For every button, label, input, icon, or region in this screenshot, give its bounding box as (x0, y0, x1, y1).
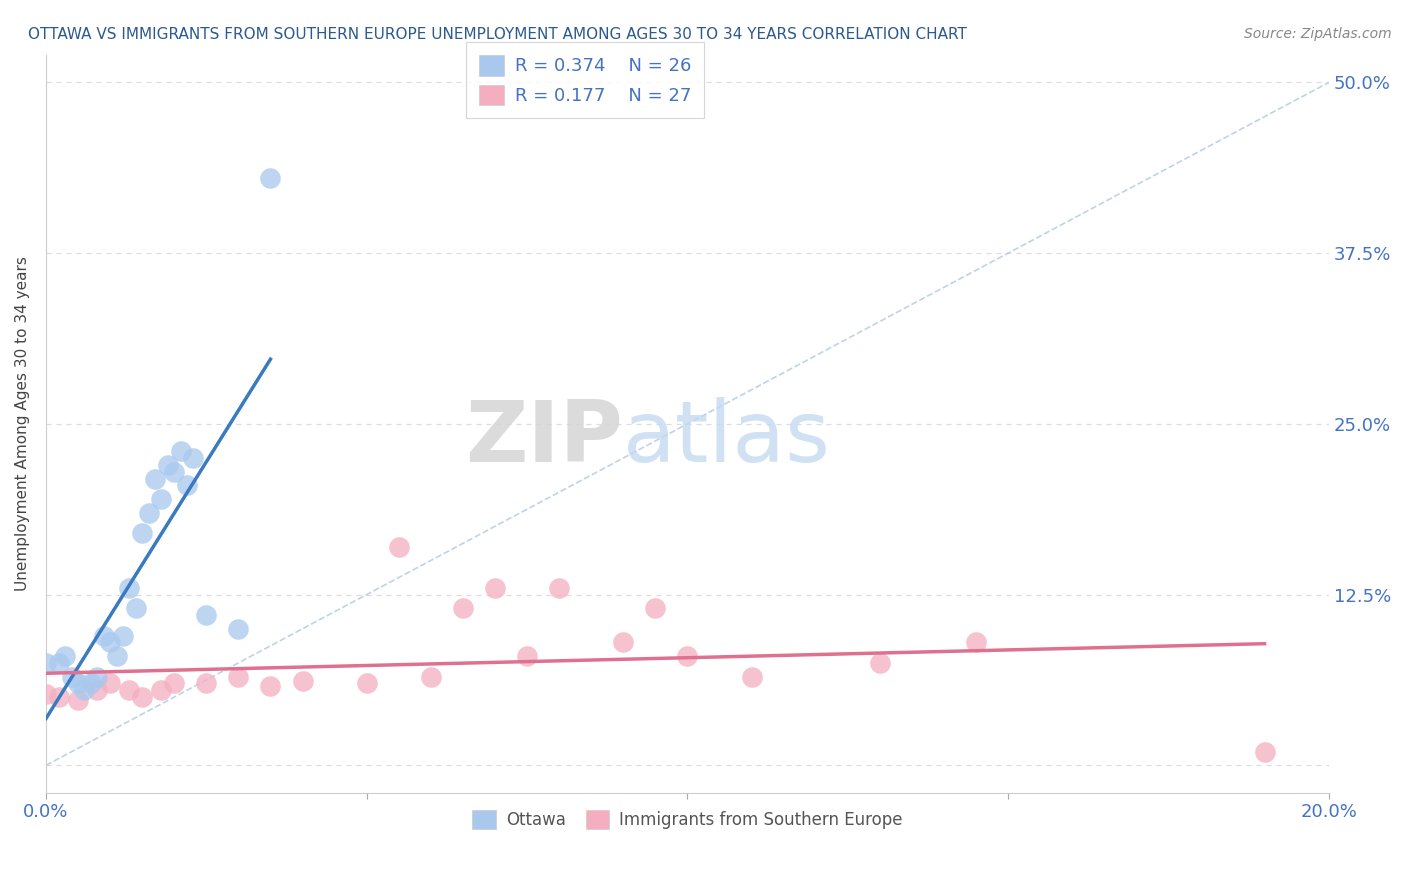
Point (965, 635, 987, 649)
Point (98, 635, 121, 649)
Point (516, 649, 538, 664)
Point (156, 458, 179, 472)
Point (35, 656, 58, 670)
Point (644, 601, 666, 615)
Point (118, 683, 141, 698)
Text: ZIP: ZIP (465, 397, 623, 480)
Point (67, 676, 90, 690)
Point (48, 690, 70, 704)
Point (259, 171, 281, 186)
Point (35, 687, 58, 701)
Point (150, 683, 173, 698)
Point (67, 693, 90, 707)
Point (356, 676, 378, 690)
Point (86, 683, 108, 698)
Point (163, 676, 186, 690)
Point (118, 581, 141, 595)
Point (48, 656, 70, 670)
Text: Source: ZipAtlas.com: Source: ZipAtlas.com (1244, 27, 1392, 41)
Point (228, 622, 250, 636)
Legend: Ottawa, Immigrants from Southern Europe: Ottawa, Immigrants from Southern Europe (465, 804, 910, 836)
Point (195, 608, 218, 623)
Point (73, 683, 96, 698)
Point (451, 601, 474, 615)
Point (259, 679, 281, 693)
Point (388, 540, 411, 554)
Text: atlas: atlas (623, 397, 831, 480)
Point (60, 669, 83, 683)
Point (169, 444, 191, 458)
Point (291, 673, 314, 688)
Point (138, 506, 160, 520)
Y-axis label: Unemployment Among Ages 30 to 34 years: Unemployment Among Ages 30 to 34 years (15, 257, 30, 591)
Point (143, 471, 166, 485)
Point (484, 581, 506, 595)
Point (612, 635, 634, 649)
Point (1253, 745, 1275, 759)
Text: OTTAWA VS IMMIGRANTS FROM SOUTHERN EUROPE UNEMPLOYMENT AMONG AGES 30 TO 34 YEARS: OTTAWA VS IMMIGRANTS FROM SOUTHERN EUROP… (28, 27, 967, 42)
Point (419, 669, 441, 683)
Point (86, 669, 108, 683)
Point (131, 690, 153, 704)
Point (176, 478, 198, 492)
Point (150, 491, 173, 506)
Point (111, 629, 134, 643)
Point (195, 676, 218, 690)
Point (741, 669, 763, 683)
Point (105, 649, 128, 664)
Point (548, 581, 571, 595)
Point (163, 465, 186, 479)
Point (228, 669, 250, 683)
Point (93, 629, 115, 643)
Point (53, 649, 76, 664)
Point (80, 676, 103, 690)
Point (131, 526, 153, 541)
Point (869, 656, 891, 670)
Point (183, 450, 205, 465)
Point (676, 649, 699, 664)
Point (98, 676, 121, 690)
Point (125, 601, 148, 615)
